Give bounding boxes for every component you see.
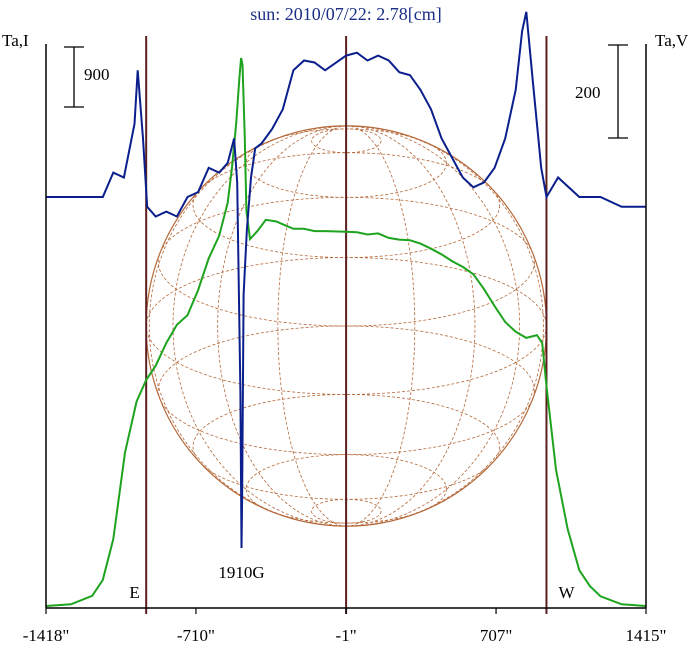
- longitude-line: [277, 125, 347, 527]
- annotation-label: 1910G: [218, 563, 264, 582]
- longitude-line: [346, 125, 416, 527]
- x-tick-label: -1": [336, 626, 357, 645]
- right-scale-bar: 200: [575, 44, 628, 139]
- longitude-line: [346, 125, 476, 527]
- left-axis-label: Ta,I: [2, 31, 29, 50]
- x-tick-label: 1415": [626, 626, 667, 645]
- intensity-curve: [45, 57, 647, 607]
- annotations: 1910G E W: [129, 563, 575, 602]
- right-axis-label: Ta,V: [655, 31, 689, 50]
- left-scale-bar: 900: [64, 46, 110, 108]
- limb-markers: [145, 36, 548, 614]
- x-tick-label: 707": [480, 626, 512, 645]
- chart-title: sun: 2010/07/22: 2.78[cm]: [250, 4, 442, 24]
- polarization-curve: [46, 11, 646, 549]
- annotation-label: W: [559, 583, 576, 602]
- longitude-line: [346, 125, 521, 527]
- x-tick-label: -1418": [23, 626, 70, 645]
- annotation-label: E: [129, 583, 139, 602]
- right-scale-label: 200: [575, 83, 601, 102]
- left-scale-label: 900: [84, 65, 110, 84]
- longitude-line: [346, 125, 544, 527]
- longitude-line: [148, 125, 347, 527]
- longitude-line: [172, 125, 347, 527]
- longitude-line: [217, 125, 347, 527]
- x-tick-labels: -1418" -710" -1" 707" 1415": [23, 608, 667, 645]
- x-tick-label: -710": [177, 626, 215, 645]
